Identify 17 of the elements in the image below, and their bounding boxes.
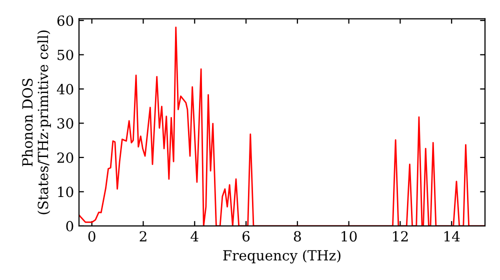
x-tick-label: 14 xyxy=(444,231,460,242)
y-tick-label: 60 xyxy=(57,15,74,26)
x-tick-label: 2 xyxy=(140,231,146,242)
x-tick-label: 12 xyxy=(393,231,408,242)
x-tick-label: 8 xyxy=(294,231,301,242)
y-tick-label: 20 xyxy=(57,152,74,163)
x-tick-label: 10 xyxy=(342,231,357,242)
y-tick-label: 30 xyxy=(58,118,74,129)
y-tick-label: 10 xyxy=(58,186,74,198)
y-tick-label: 40 xyxy=(56,84,74,94)
y-tick-label: 50 xyxy=(58,50,74,60)
x-tick-label: 6 xyxy=(242,231,250,242)
y-axis-title: Phonon DOS (States/THz·primitive cell) xyxy=(22,30,51,214)
y-tick-label: 0 xyxy=(66,220,74,232)
x-tick-label: 4 xyxy=(190,231,198,242)
x-axis-title: Frequency (THz) xyxy=(223,250,340,264)
x-tick-label: 0 xyxy=(88,231,96,242)
